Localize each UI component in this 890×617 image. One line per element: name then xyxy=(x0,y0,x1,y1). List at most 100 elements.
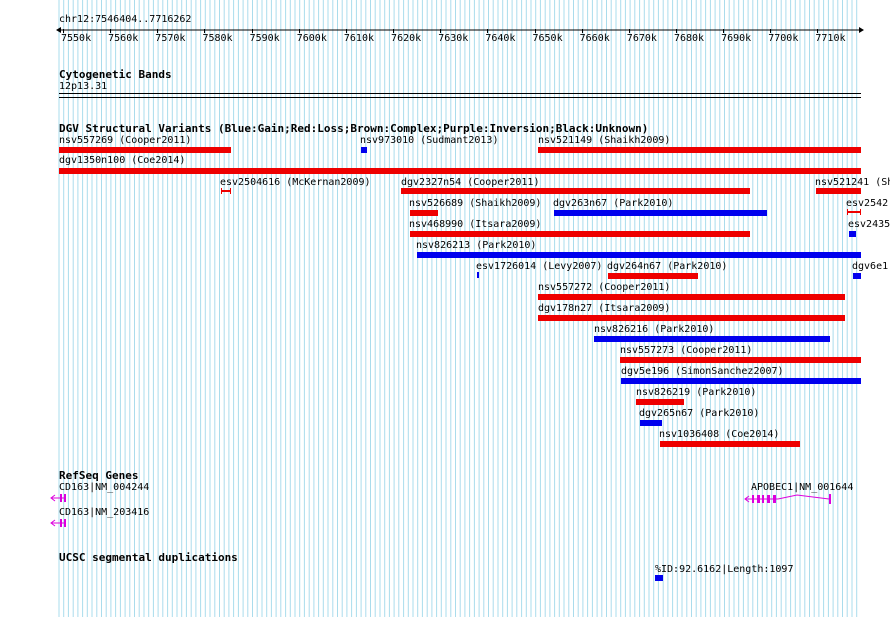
dgv-track-title: DGV Structural Variants (Blue:Gain;Red:L… xyxy=(59,122,649,135)
sv-label[interactable]: nsv826216 (Park2010) xyxy=(594,324,715,335)
ruler-tick-label: 7560k xyxy=(108,33,139,44)
ruler-tick-label: 7610k xyxy=(343,33,374,44)
sv-bar-small[interactable] xyxy=(221,188,231,194)
sv-bar[interactable] xyxy=(538,147,861,153)
sv-bar[interactable] xyxy=(640,420,662,426)
sv-bar[interactable] xyxy=(594,336,830,342)
cytoband-line-top xyxy=(59,93,861,94)
ruler-tick xyxy=(817,29,819,33)
sv-label[interactable]: nsv826219 (Park2010) xyxy=(636,387,757,398)
coordinate-label: chr12:7546404..7716262 xyxy=(59,14,192,25)
sv-bar[interactable] xyxy=(620,357,861,363)
sv-label[interactable]: dgv6e1 xyxy=(852,261,889,272)
ruler-tick xyxy=(440,29,442,33)
ruler-tick xyxy=(487,29,489,33)
ruler-tick-label: 7550k xyxy=(61,33,92,44)
segdup-bar[interactable] xyxy=(655,575,663,581)
refseq-track-title: RefSeq Genes xyxy=(59,469,139,482)
ruler-tick xyxy=(628,29,630,33)
sv-bar[interactable] xyxy=(538,294,845,300)
ruler-tick xyxy=(393,29,395,33)
ruler-tick-label: 7620k xyxy=(391,33,422,44)
ruler-tick-label: 7600k xyxy=(296,33,327,44)
ruler-tick-label: 7660k xyxy=(579,33,610,44)
ruler-tick xyxy=(345,29,347,33)
cytoband-track-title: Cytogenetic Bands xyxy=(59,68,172,81)
sv-bar[interactable] xyxy=(660,441,800,447)
sv-label[interactable]: dgv1350n100 (Coe2014) xyxy=(59,155,186,166)
sv-bar[interactable] xyxy=(410,210,438,216)
ruler-axis xyxy=(56,27,864,33)
sv-label[interactable]: dgv2327n54 (Cooper2011) xyxy=(401,177,540,188)
sv-label[interactable]: esv2542 xyxy=(846,198,889,209)
sv-label[interactable]: dgv265n67 (Park2010) xyxy=(639,408,760,419)
gene-model[interactable] xyxy=(742,493,834,505)
sv-bar[interactable] xyxy=(59,168,861,174)
ruler-tick-label: 7690k xyxy=(721,33,752,44)
cytoband-line-bottom xyxy=(59,97,861,98)
sv-label[interactable]: nsv1036408 (Coe2014) xyxy=(659,429,780,440)
sv-label[interactable]: nsv521149 (Shaikh2009) xyxy=(538,135,671,146)
cytoband-label: 12p13.31 xyxy=(59,81,108,92)
sv-bar[interactable] xyxy=(816,188,861,194)
sv-label[interactable]: dgv178n27 (Itsara2009) xyxy=(538,303,671,314)
sv-label[interactable]: nsv521241 (Sh xyxy=(815,177,890,188)
sv-bar[interactable] xyxy=(477,272,479,278)
sv-bar[interactable] xyxy=(853,273,861,279)
sv-label[interactable]: nsv557269 (Cooper2011) xyxy=(59,135,192,146)
ruler-tick xyxy=(63,29,64,33)
segdup-label[interactable]: %ID:92.6162|Length:1097 xyxy=(655,564,794,575)
segdup-track-title: UCSC segmental duplications xyxy=(59,551,238,564)
gene-label[interactable]: CD163|NM_004244 xyxy=(59,482,150,493)
ruler-tick xyxy=(251,29,253,33)
ruler-tick xyxy=(157,29,159,33)
sv-bar[interactable] xyxy=(59,147,231,153)
gene-label[interactable]: APOBEC1|NM_001644 xyxy=(751,482,854,493)
gene-model[interactable] xyxy=(50,518,70,528)
ruler-tick-label: 7670k xyxy=(626,33,657,44)
sv-bar[interactable] xyxy=(849,231,856,237)
sv-bar[interactable] xyxy=(361,147,367,153)
sv-bar-small[interactable] xyxy=(847,209,861,215)
sv-label[interactable]: nsv973010 (Sudmant2013) xyxy=(360,135,499,146)
sv-bar[interactable] xyxy=(621,378,861,384)
ruler-tick xyxy=(110,29,112,33)
ruler-tick xyxy=(723,29,725,33)
ruler-tick xyxy=(534,29,536,33)
sv-bar[interactable] xyxy=(636,399,684,405)
sv-label[interactable]: esv2435 xyxy=(848,219,890,230)
sv-label[interactable]: esv2504616 (McKernan2009) xyxy=(220,177,371,188)
sv-label[interactable]: dgv263n67 (Park2010) xyxy=(553,198,674,209)
ruler-tick-label: 7650k xyxy=(532,33,563,44)
sv-label[interactable]: nsv557272 (Cooper2011) xyxy=(538,282,671,293)
sv-label[interactable]: nsv468990 (Itsara2009) xyxy=(409,219,542,230)
sv-label[interactable]: nsv826213 (Park2010) xyxy=(416,240,537,251)
gene-label[interactable]: CD163|NM_203416 xyxy=(59,507,150,518)
ruler-tick xyxy=(298,29,300,33)
sv-label[interactable]: nsv557273 (Cooper2011) xyxy=(620,345,753,356)
ruler-tick xyxy=(581,29,583,33)
ruler-tick-label: 7640k xyxy=(485,33,516,44)
ruler-tick-label: 7680k xyxy=(673,33,705,44)
ruler-tick xyxy=(675,29,677,33)
sv-bar[interactable] xyxy=(401,188,750,194)
sv-label[interactable]: dgv5e196 (SimonSanchez2007) xyxy=(621,366,784,377)
ruler-tick-label: 7570k xyxy=(155,33,186,44)
ruler-tick xyxy=(204,29,206,33)
sv-bar[interactable] xyxy=(410,231,750,237)
ruler-tick-label: 7630k xyxy=(438,33,469,44)
ruler-tick-label: 7580k xyxy=(202,33,233,44)
ruler-tick-label: 7710k xyxy=(815,33,846,44)
ruler-tick-label: 7700k xyxy=(768,33,799,44)
sv-bar[interactable] xyxy=(538,315,845,321)
sv-label[interactable]: dgv264n67 (Park2010) xyxy=(607,261,728,272)
gene-model[interactable] xyxy=(50,493,70,503)
sv-bar[interactable] xyxy=(608,273,698,279)
ruler-tick-label: 7590k xyxy=(249,33,280,44)
sv-label[interactable]: esv1726014 (Levy2007) xyxy=(476,261,603,272)
sv-bar[interactable] xyxy=(417,252,861,258)
ruler-tick xyxy=(770,29,772,33)
sv-bar[interactable] xyxy=(554,210,767,216)
sv-label[interactable]: nsv526689 (Shaikh2009) xyxy=(409,198,542,209)
